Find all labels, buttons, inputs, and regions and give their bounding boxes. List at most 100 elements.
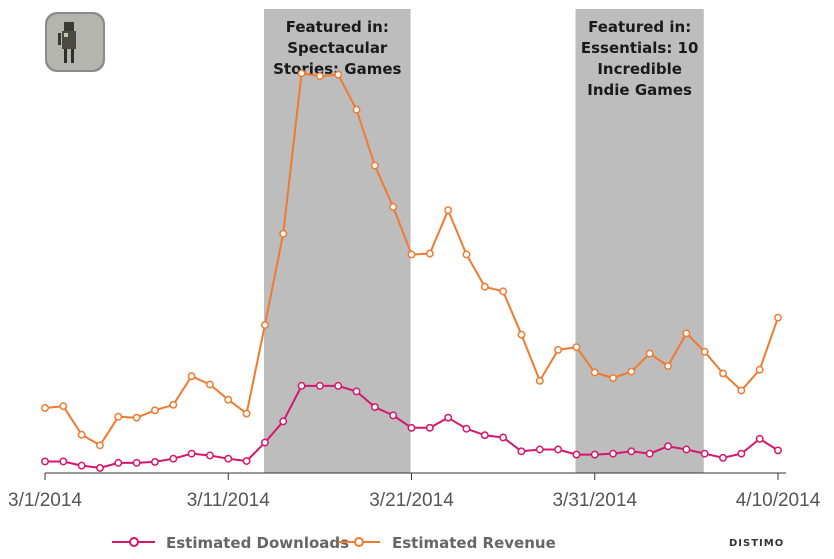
- data-point: [774, 313, 782, 322]
- data-point: [554, 445, 563, 454]
- data-point: [132, 458, 141, 467]
- data-point: [499, 433, 508, 442]
- data-point: [535, 445, 544, 454]
- data-point: [96, 441, 104, 450]
- legend-label-revenue: Estimated Revenue: [392, 534, 556, 552]
- x-tick-label: 3/11/2014: [187, 490, 271, 511]
- data-point: [389, 411, 398, 420]
- data-point: [499, 287, 508, 296]
- data-point: [260, 321, 269, 329]
- data-point: [169, 400, 178, 409]
- data-point: [169, 454, 178, 463]
- x-tick-label: 3/31/2014: [552, 490, 637, 511]
- data-point: [462, 250, 471, 259]
- data-point: [535, 376, 544, 385]
- data-point: [590, 368, 599, 377]
- data-point: [59, 402, 68, 411]
- data-point: [590, 450, 599, 459]
- data-point: [682, 329, 691, 338]
- featured-band: [575, 9, 704, 473]
- data-point: [187, 372, 196, 381]
- data-point: [205, 451, 214, 460]
- data-point: [627, 367, 636, 376]
- data-point: [41, 404, 49, 412]
- x-tick-label: 4/10/2014: [736, 490, 821, 511]
- data-point: [664, 362, 672, 370]
- data-point: [462, 424, 471, 433]
- featured-label-line: Featured in:: [286, 18, 389, 36]
- featured-label-line: Spectacular: [287, 39, 388, 57]
- data-point: [627, 447, 636, 456]
- legend: Estimated Downloads Estimated Revenue: [112, 534, 556, 552]
- data-point: [370, 403, 379, 412]
- data-point: [315, 381, 324, 390]
- data-point: [334, 381, 343, 390]
- x-tick-label: 3/21/2014: [369, 490, 454, 511]
- data-point: [279, 229, 288, 238]
- data-point: [297, 381, 306, 390]
- data-point: [279, 417, 288, 426]
- data-point: [480, 431, 489, 440]
- data-point: [77, 461, 86, 470]
- data-point: [132, 413, 141, 422]
- data-point: [425, 423, 434, 432]
- data-point: [205, 380, 214, 389]
- data-point: [114, 412, 123, 421]
- featured-bands: [263, 9, 704, 473]
- data-point: [425, 249, 434, 258]
- data-point: [352, 387, 361, 396]
- data-point: [664, 442, 672, 451]
- data-point: [700, 449, 709, 458]
- series-points: [41, 69, 782, 472]
- data-point: [389, 203, 398, 211]
- data-point: [407, 250, 416, 259]
- data-point: [59, 457, 68, 466]
- data-point: [700, 347, 709, 356]
- brand-logo: DISTIMO: [729, 538, 784, 549]
- data-point: [737, 449, 746, 458]
- data-point: [297, 69, 306, 78]
- data-point: [242, 457, 251, 465]
- data-point: [719, 369, 727, 378]
- data-point: [682, 445, 691, 454]
- data-point: [645, 449, 654, 458]
- legend-item-revenue: Estimated Revenue: [338, 534, 556, 552]
- data-point: [609, 374, 618, 382]
- data-point: [96, 463, 104, 472]
- data-point: [224, 454, 233, 463]
- data-point: [572, 450, 581, 459]
- data-point: [572, 343, 581, 352]
- data-point: [517, 330, 526, 339]
- data-point: [370, 161, 379, 170]
- data-point: [315, 72, 324, 81]
- data-point: [334, 70, 343, 79]
- data-point: [737, 386, 746, 395]
- featured-label-line: Indie Games: [587, 81, 692, 99]
- data-point: [517, 447, 526, 456]
- data-point: [645, 349, 654, 358]
- legend-label-downloads: Estimated Downloads: [166, 534, 349, 552]
- data-point: [151, 406, 159, 415]
- data-point: [719, 453, 727, 462]
- data-point: [114, 458, 123, 467]
- featured-label-line: Essentials: 10: [581, 39, 699, 57]
- data-point: [755, 434, 764, 443]
- data-point: [352, 105, 361, 114]
- data-point: [444, 413, 453, 422]
- data-point: [77, 430, 86, 439]
- featured-band: [263, 9, 411, 473]
- data-point: [260, 438, 269, 447]
- data-point: [407, 423, 416, 432]
- x-tick-label: 3/1/2014: [8, 490, 82, 511]
- legend-item-downloads: Estimated Downloads: [112, 534, 349, 552]
- data-point: [554, 345, 563, 354]
- robot-figure-app-icon: [45, 12, 105, 72]
- data-point: [242, 409, 251, 418]
- featured-label-line: Incredible: [597, 60, 682, 78]
- data-point: [187, 449, 196, 458]
- data-point: [480, 282, 489, 291]
- data-point: [609, 449, 618, 458]
- featured-label-line: Featured in:: [588, 18, 691, 36]
- x-axis-ticks: 3/1/2014 3/11/2014 3/21/2014 3/31/2014 4/10/…: [8, 473, 821, 511]
